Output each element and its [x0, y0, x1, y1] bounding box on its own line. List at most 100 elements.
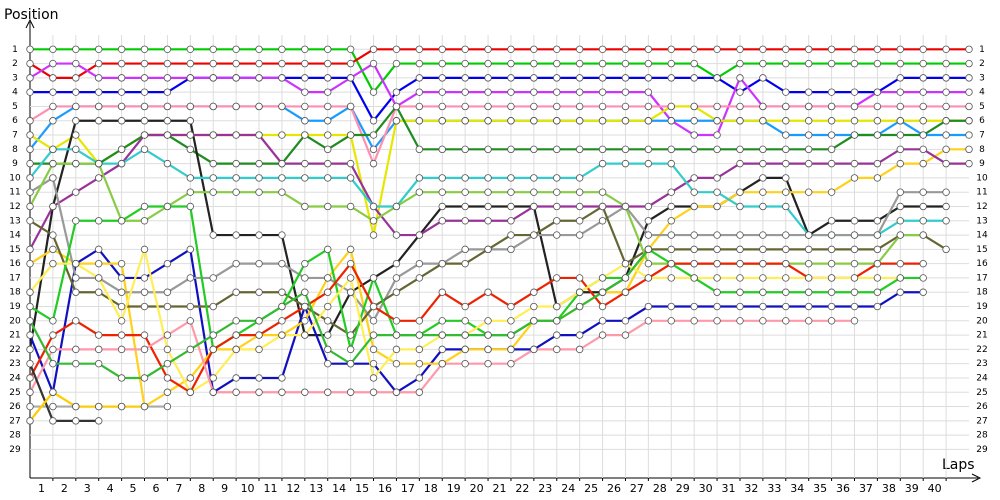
point [438, 359, 446, 368]
point [369, 159, 378, 168]
y-tick-label: 3 [12, 73, 18, 83]
point [369, 374, 378, 382]
point [575, 88, 584, 96]
point [95, 217, 103, 225]
point [461, 188, 469, 196]
point [95, 88, 103, 96]
point [232, 59, 240, 68]
point [850, 288, 859, 296]
point [553, 117, 561, 125]
point [369, 359, 378, 368]
point [278, 45, 286, 53]
point [392, 88, 401, 96]
point [553, 45, 561, 53]
point [346, 131, 355, 139]
x-tick-label: 7 [175, 482, 182, 495]
point [965, 131, 973, 139]
point [782, 274, 790, 282]
y-tick-label: 7 [12, 131, 18, 141]
point [896, 88, 904, 96]
point [919, 188, 927, 196]
x-tick-label: 6 [152, 482, 159, 495]
point [415, 359, 424, 368]
point [507, 245, 515, 254]
point [461, 359, 469, 368]
point [530, 145, 538, 154]
x-tick-label: 19 [447, 482, 461, 495]
point [713, 131, 721, 139]
point [232, 188, 240, 196]
point [26, 317, 34, 325]
point [575, 274, 584, 282]
point [873, 245, 882, 254]
point [942, 159, 950, 168]
x-tick-label: 5 [130, 482, 137, 495]
point [461, 74, 469, 82]
point [598, 202, 607, 211]
y-tick-label: 29 [9, 445, 21, 455]
point [782, 159, 790, 168]
point [598, 45, 607, 53]
point [759, 59, 767, 68]
point [163, 402, 172, 411]
point [690, 274, 698, 282]
point [186, 174, 195, 182]
point [736, 74, 744, 82]
point [26, 145, 34, 154]
y-tick-label-right: 3 [979, 73, 985, 83]
point [392, 117, 401, 125]
point [26, 74, 34, 82]
point [690, 188, 698, 196]
point [163, 74, 172, 82]
point [278, 302, 286, 311]
point [804, 159, 813, 168]
point [255, 388, 263, 396]
point [896, 188, 904, 196]
point [667, 202, 675, 211]
point [461, 217, 469, 225]
point [301, 131, 309, 139]
point [438, 188, 446, 196]
point [827, 88, 836, 96]
point [598, 302, 607, 311]
point [438, 259, 446, 268]
point [827, 159, 836, 168]
point [507, 174, 515, 182]
point [896, 217, 904, 225]
point [553, 331, 561, 339]
point [392, 317, 401, 325]
point [850, 274, 859, 282]
point [117, 88, 126, 96]
point [575, 217, 584, 225]
point [117, 345, 126, 354]
point [117, 317, 126, 325]
y-tick-label-right: 14 [976, 231, 988, 241]
point [392, 202, 401, 211]
point [530, 117, 538, 125]
point [736, 117, 744, 125]
point [26, 288, 34, 296]
point [965, 159, 973, 168]
point [484, 288, 492, 296]
point [942, 145, 950, 154]
point [667, 231, 675, 239]
point [209, 159, 217, 168]
point [667, 45, 675, 53]
point [713, 274, 721, 282]
x-tick-label: 8 [198, 482, 205, 495]
series-line [29, 148, 969, 409]
point [507, 345, 515, 354]
point [713, 145, 721, 154]
point [346, 245, 355, 254]
point [438, 217, 446, 225]
point [140, 145, 149, 154]
point [95, 74, 103, 82]
y-tick-label-right: 1 [979, 45, 985, 55]
point [278, 159, 286, 168]
point [301, 274, 309, 282]
x-tick-label: 32 [744, 482, 758, 495]
y-tick-label-right: 19 [976, 302, 988, 312]
point [232, 317, 240, 325]
point [415, 74, 424, 82]
point [484, 45, 492, 53]
